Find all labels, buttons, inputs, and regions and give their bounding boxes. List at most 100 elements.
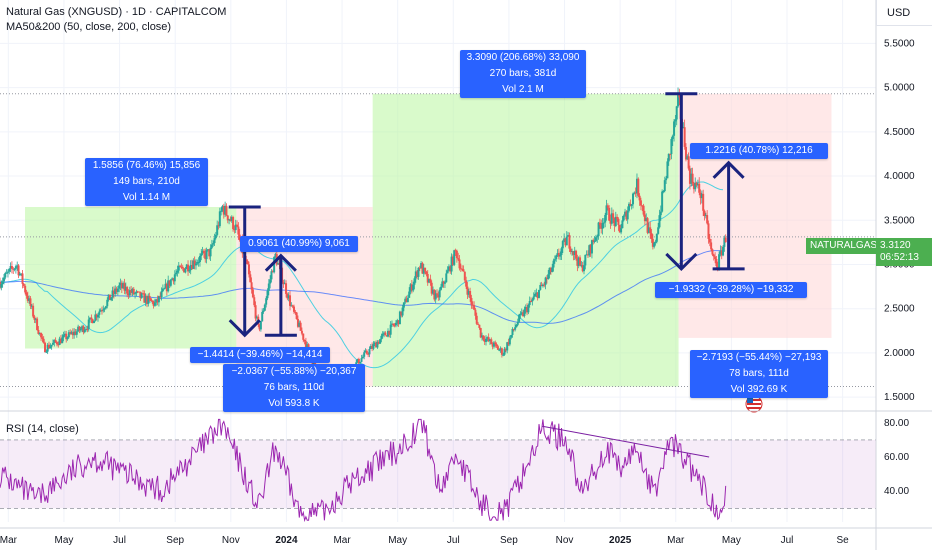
candle-body-474	[626, 210, 629, 220]
measure-8-line-3: Vol 392.69 K	[730, 384, 788, 395]
measure-label-5[interactable]: −2.0367 (−55.88%) −20,367 76 bars, 110d …	[223, 364, 365, 412]
candle-body-47	[61, 337, 64, 344]
candle-body-10	[12, 268, 15, 270]
rsi-tick-1: 60.00	[884, 452, 909, 463]
candle-body-192	[253, 297, 256, 306]
candle-body-67	[87, 319, 90, 329]
candle-body-101	[132, 288, 135, 295]
candle-body-536	[708, 238, 711, 243]
candle-body-193	[254, 305, 257, 319]
price-tick-2: 2.5000	[884, 304, 915, 315]
candle-body-322	[425, 271, 428, 275]
candle-body-507	[670, 138, 673, 155]
measure-arrowhead-1	[264, 253, 297, 272]
candle-body-390	[515, 324, 518, 328]
measure-label-8[interactable]: −2.7193 (−55.44%) −27,193 78 bars, 111d …	[690, 350, 828, 398]
candle-body-521	[688, 168, 691, 184]
candle-body-306	[404, 298, 407, 303]
candle-body-178	[234, 224, 237, 231]
candle-body-533	[704, 215, 707, 217]
candle-body-333	[439, 286, 442, 290]
candle-body-285	[376, 341, 379, 348]
candle-body-310	[409, 284, 412, 292]
candle-body-164	[216, 225, 219, 235]
candle-body-382	[504, 348, 507, 351]
candle-body-465	[614, 216, 617, 226]
candle-body-162	[213, 238, 216, 244]
candle-body-203	[267, 283, 270, 291]
drawings[interactable]	[228, 92, 763, 413]
candle-body-161	[212, 243, 215, 245]
candle-body-276	[364, 350, 367, 353]
measure-2-line-2: 270 bars, 381d	[489, 68, 557, 79]
candle-body-346	[457, 258, 460, 260]
candle-body-441	[583, 265, 585, 272]
candle-body-89	[116, 288, 119, 292]
candle-body-273	[360, 358, 363, 362]
candle-body-439	[580, 265, 583, 267]
candle-body-217	[286, 293, 289, 299]
candle-body-225	[296, 318, 299, 327]
measure-label-3[interactable]: 0.9061 (40.99%) 9,061	[240, 236, 358, 252]
rsi-band	[0, 439, 876, 509]
candle-body-64	[83, 329, 86, 333]
measure-label-4[interactable]: −1.4414 (−39.46%) −14,414	[190, 347, 330, 363]
candle-body-402	[531, 299, 534, 302]
candle-body-494	[653, 242, 656, 247]
candle-body-133	[175, 272, 178, 275]
candle-body-530	[700, 193, 703, 199]
candle-body-88	[115, 288, 118, 292]
candle-body-314	[414, 271, 417, 279]
candle-body-363	[479, 327, 482, 338]
currency-button[interactable]: USD	[876, 0, 932, 26]
price-tick-8: 5.5000	[884, 38, 915, 49]
candle-body-222	[292, 306, 295, 312]
candle-body-317	[418, 267, 421, 269]
measure-label-2[interactable]: 3.3090 (206.68%) 33,090 270 bars, 381d V…	[460, 50, 586, 98]
candle-body-434	[573, 250, 576, 255]
candle-body-132	[173, 274, 176, 282]
candle-body-16	[20, 273, 23, 275]
candle-body-364	[481, 335, 484, 338]
candle-body-338	[446, 270, 449, 274]
candle-body-518	[684, 146, 687, 160]
candle-body-109	[143, 293, 146, 303]
candle-body-279	[368, 349, 371, 355]
candle-body-123	[161, 288, 164, 292]
measure-label-6[interactable]: 1.2216 (40.78%) 12,216	[690, 143, 828, 159]
candle-body-290	[383, 332, 386, 334]
rsi-tick-0: 40.00	[884, 486, 909, 497]
candle-body-147	[193, 260, 196, 266]
candle-body-35	[45, 351, 48, 353]
candle-body-299	[394, 322, 397, 326]
candle-body-90	[118, 285, 121, 289]
candle-body-287	[379, 339, 382, 344]
candle-body-68	[89, 317, 92, 320]
candle-body-282	[372, 344, 375, 349]
candle-body-202	[266, 290, 269, 299]
candle-body-408	[539, 285, 542, 290]
candle-body-389	[514, 327, 517, 330]
candle-body-425	[561, 241, 564, 249]
measure-label-1[interactable]: 1.5856 (76.46%) 15,856 149 bars, 210d Vo…	[85, 158, 208, 206]
candle-body-463	[612, 213, 615, 219]
candle-body-528	[698, 183, 701, 193]
candle-body-545	[720, 250, 723, 256]
candle-body-499	[659, 211, 662, 216]
measure-5-line-2: 76 bars, 110d	[263, 382, 325, 393]
candle-body-99	[130, 290, 133, 293]
candle-body-451	[596, 236, 599, 238]
candle-body-327	[432, 289, 435, 294]
candle-body-546	[722, 246, 725, 256]
candle-body-280	[369, 345, 372, 350]
candle-body-27	[34, 318, 37, 320]
candle-body-62	[81, 326, 84, 330]
candle-body-405	[535, 292, 538, 294]
candle-body-374	[494, 342, 497, 345]
candle-body-136	[179, 265, 182, 267]
candle-body-271	[357, 358, 360, 364]
measure-zone-1	[372, 93, 679, 387]
measure-label-7[interactable]: −1.9332 (−39.28%) −19,332	[655, 282, 807, 298]
